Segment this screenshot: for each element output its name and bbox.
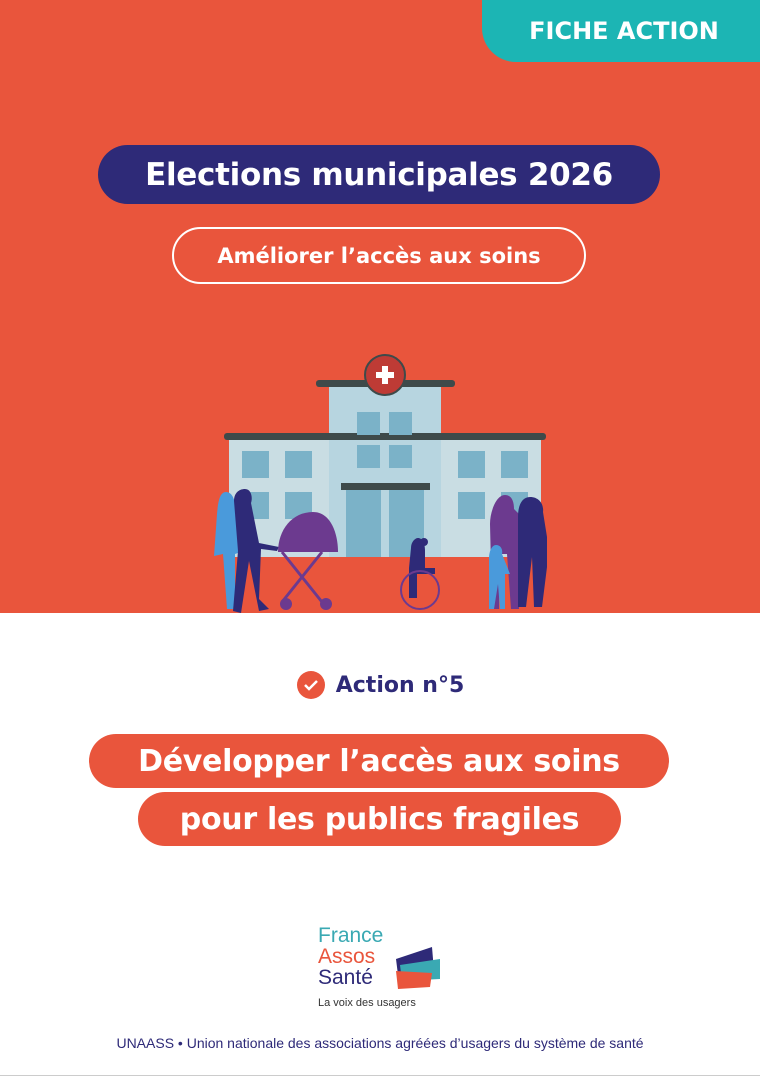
footer-divider — [0, 1075, 760, 1076]
logo-tagline: La voix des usagers — [318, 997, 416, 1009]
hospital-illustration — [214, 354, 547, 613]
fiche-action-tab: FICHE ACTION — [482, 0, 760, 62]
action-title-line1: Développer l’accès aux soins — [89, 734, 669, 788]
medical-cross-icon — [364, 354, 406, 396]
page-title: Elections municipales 2026 — [98, 145, 660, 204]
subtitle: Améliorer l’accès aux soins — [172, 227, 586, 284]
logo-line3: Santé — [318, 966, 373, 989]
logo-flags-icon — [396, 947, 440, 989]
check-badge-icon — [296, 671, 325, 699]
logo-line1: France — [318, 924, 384, 947]
logo-line2: Assos — [318, 945, 376, 968]
action-title-line2: pour les publics fragiles — [138, 792, 621, 846]
hospital-building — [224, 380, 546, 557]
france-assos-sante-logo: France Assos Santé La voix des usagers — [318, 925, 448, 1015]
action-label: Action n°5 — [335, 672, 465, 698]
footer-text: UNAASS • Union nationale des association… — [116, 1035, 644, 1051]
action-number: Action n°5 — [0, 670, 760, 700]
people-silhouettes — [214, 489, 547, 613]
